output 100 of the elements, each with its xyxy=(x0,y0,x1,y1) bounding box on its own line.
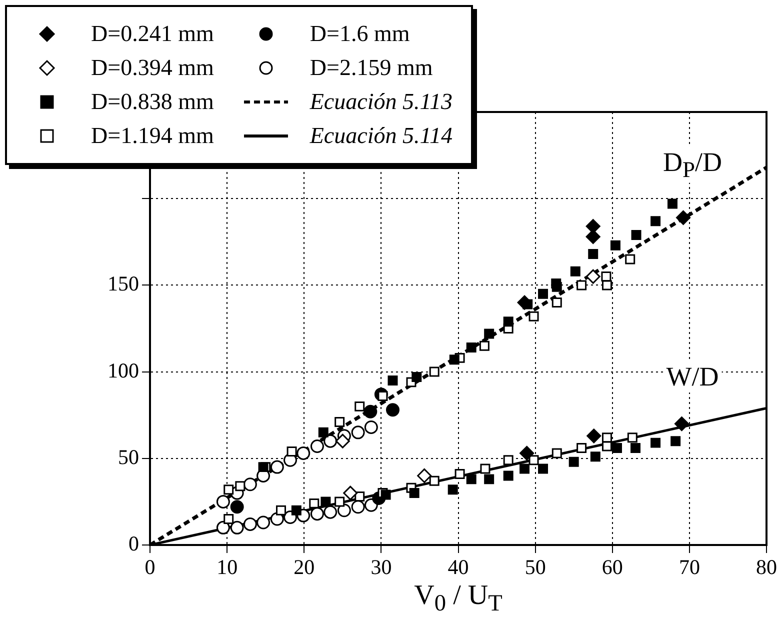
point xyxy=(216,494,230,508)
point xyxy=(380,490,391,500)
point xyxy=(309,498,320,508)
point xyxy=(454,468,465,479)
point xyxy=(258,462,268,472)
legend-label: D=0.394 mm xyxy=(91,55,214,81)
legend-label: D=0.838 mm xyxy=(91,89,214,115)
point xyxy=(610,240,620,250)
point xyxy=(552,448,562,458)
point xyxy=(466,342,476,353)
point xyxy=(351,426,365,440)
point xyxy=(243,517,257,531)
point xyxy=(449,354,460,365)
point xyxy=(318,427,328,438)
point xyxy=(650,438,661,448)
point xyxy=(576,443,587,453)
y-tick-label: 100 xyxy=(108,358,139,382)
point xyxy=(627,432,638,443)
point xyxy=(676,210,691,225)
legend-label: Ecuación 5.113 xyxy=(310,89,453,115)
point xyxy=(429,476,440,486)
point xyxy=(674,416,689,432)
y-tick-label: 50 xyxy=(118,444,139,469)
point xyxy=(270,460,284,474)
annotation: D$_{P}$/D xyxy=(660,146,726,183)
point xyxy=(552,298,562,308)
point xyxy=(417,468,432,483)
x-tick-label: 10 xyxy=(216,555,238,580)
point xyxy=(503,455,514,466)
point xyxy=(343,486,358,500)
y-tick-label: 0 xyxy=(128,532,139,556)
x-tick-label: 70 xyxy=(678,555,700,580)
point xyxy=(590,452,600,462)
x-axis-title: V$_{0}$ / U$_{T}$ xyxy=(414,580,502,618)
x-tick-label: 0 xyxy=(144,555,156,580)
point xyxy=(337,504,351,518)
point xyxy=(364,404,378,418)
point xyxy=(630,443,640,453)
point xyxy=(388,375,398,386)
point xyxy=(538,288,548,299)
point xyxy=(448,484,458,495)
x-tick-label: 80 xyxy=(756,555,777,580)
point xyxy=(324,434,338,448)
point xyxy=(625,254,636,264)
legend-label: D=2.159 mm xyxy=(310,55,433,81)
legend-label: D=1.194 mm xyxy=(91,123,214,149)
point xyxy=(429,366,440,377)
point xyxy=(291,505,302,516)
point xyxy=(520,446,534,460)
point xyxy=(528,311,539,322)
point xyxy=(602,280,612,290)
point xyxy=(335,434,350,448)
annotation: W/D xyxy=(663,361,722,392)
point xyxy=(230,520,244,534)
x-tick-label: 50 xyxy=(524,555,546,580)
point xyxy=(568,456,579,467)
point xyxy=(667,198,678,209)
point xyxy=(484,474,494,484)
point xyxy=(612,443,622,453)
point xyxy=(588,249,598,260)
point xyxy=(586,428,602,444)
point xyxy=(364,420,378,434)
point xyxy=(286,446,297,456)
point xyxy=(570,266,580,276)
point xyxy=(479,340,490,351)
x-tick-label: 60 xyxy=(602,555,623,580)
point xyxy=(320,496,331,507)
point xyxy=(409,488,420,498)
point xyxy=(296,446,310,460)
point xyxy=(224,484,234,495)
point xyxy=(538,464,548,474)
x-tick-label: 20 xyxy=(294,555,315,580)
point xyxy=(602,441,612,452)
legend-label: D=1.6 mm xyxy=(310,21,410,47)
point xyxy=(243,478,257,492)
point xyxy=(503,316,514,327)
point xyxy=(334,417,345,428)
point xyxy=(466,474,476,484)
point xyxy=(386,403,400,417)
x-tick-label: 30 xyxy=(370,555,392,580)
point xyxy=(602,432,612,443)
legend-label: Ecuación 5.114 xyxy=(310,123,453,149)
point xyxy=(224,514,234,524)
point xyxy=(480,464,490,474)
x-tick-label: 40 xyxy=(448,555,469,580)
point xyxy=(230,500,244,514)
point xyxy=(412,372,422,382)
point xyxy=(216,520,230,534)
point xyxy=(631,230,642,240)
point xyxy=(586,269,600,284)
y-tick-label: 150 xyxy=(108,272,139,296)
point xyxy=(503,470,514,481)
point xyxy=(576,280,587,290)
point xyxy=(310,440,324,454)
point xyxy=(276,505,286,516)
point xyxy=(528,455,539,466)
legend-label: D=0.241 mm xyxy=(91,21,214,47)
point xyxy=(310,507,324,521)
point xyxy=(235,481,246,492)
point xyxy=(551,278,562,288)
